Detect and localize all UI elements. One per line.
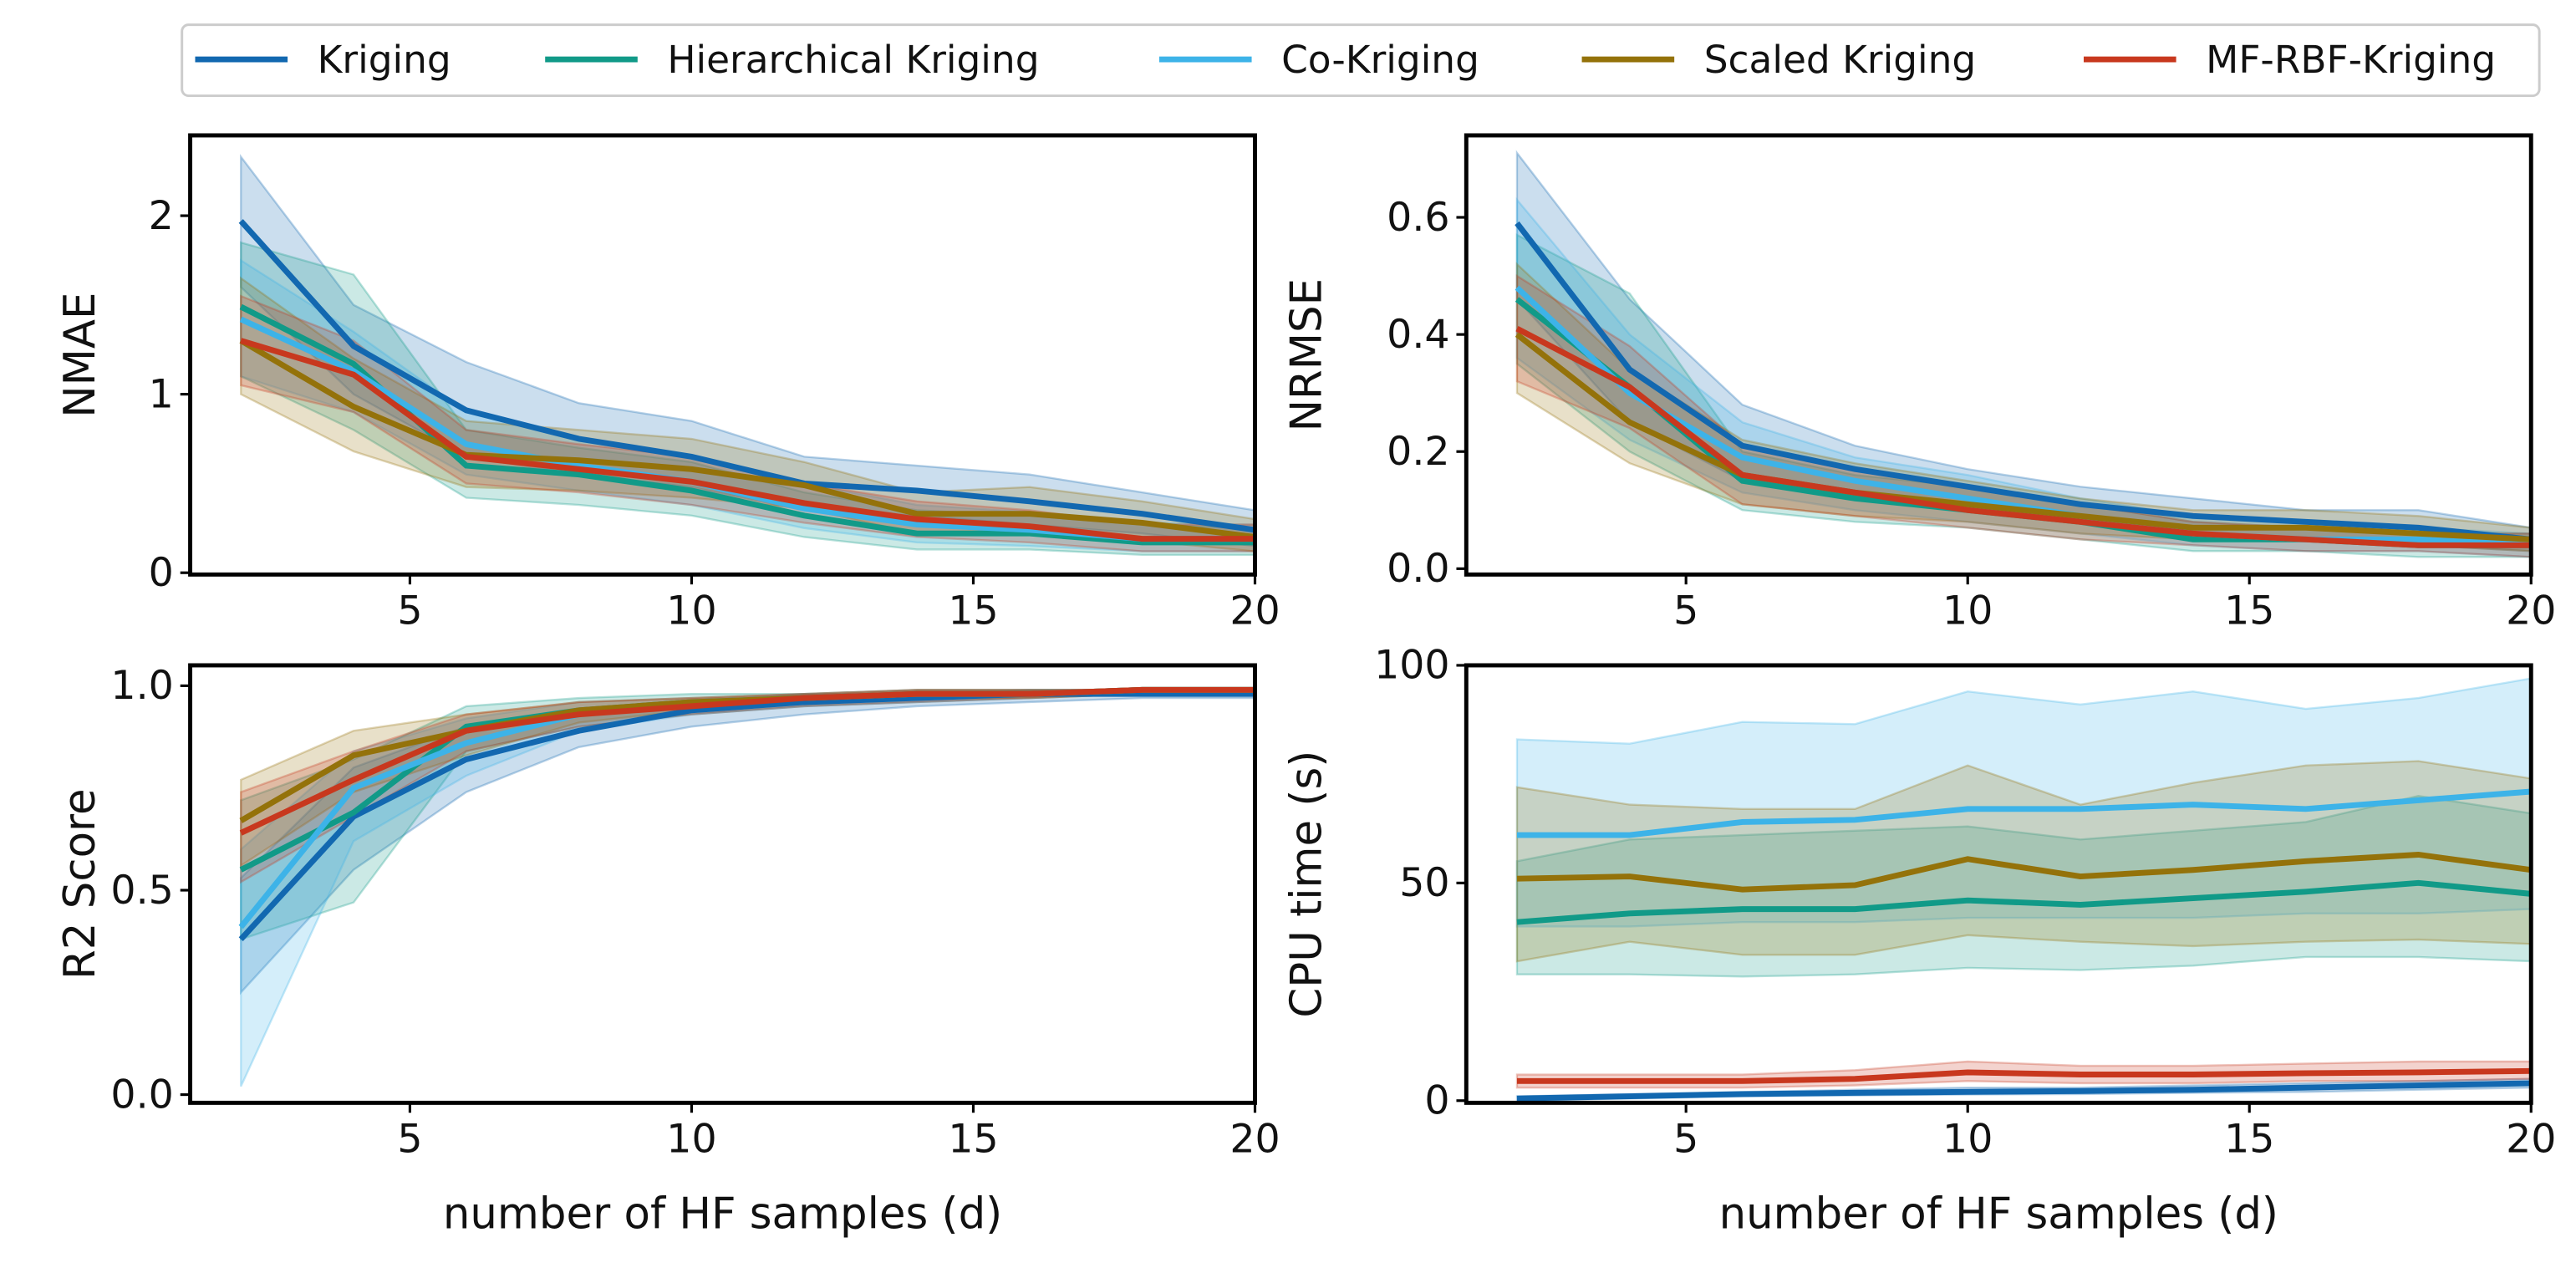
x-tick-label: 5	[397, 588, 422, 634]
error-band	[240, 276, 1255, 553]
series-line	[239, 686, 1255, 836]
legend-label: Hierarchical Kriging	[667, 38, 1039, 82]
series-line	[238, 219, 1255, 533]
plot-area	[238, 686, 1255, 1087]
series-line	[1516, 788, 2532, 838]
y-tick-label: 0.4	[1387, 312, 1449, 358]
x-tick-label: 5	[1673, 1117, 1698, 1163]
y-tick-label: 100	[1374, 643, 1449, 689]
y-tick-label: 0.0	[1387, 546, 1449, 592]
error-band	[1515, 794, 2532, 978]
series-line	[1516, 879, 2532, 925]
series-line	[1516, 1067, 2532, 1084]
x-tick-label: 20	[2506, 1117, 2556, 1163]
x-axis-label: number of HF samples (d)	[443, 1189, 1002, 1239]
y-axis-label: CPU time (s)	[1282, 751, 1332, 1018]
legend-label: Kriging	[318, 38, 451, 82]
x-axis-label: number of HF samples (d)	[1719, 1189, 2278, 1239]
x-tick-label: 5	[397, 1117, 422, 1163]
legend-label: Co-Kriging	[1281, 38, 1479, 82]
x-tick-label: 15	[948, 1117, 998, 1163]
error-band	[240, 689, 1255, 1087]
y-tick-label: 0	[149, 550, 174, 596]
y-tick-label: 50	[1399, 860, 1449, 906]
series-line	[240, 338, 1255, 542]
series-line	[239, 338, 1255, 540]
series-line	[1515, 285, 2532, 548]
y-tick-label: 0.5	[110, 868, 173, 914]
y-axis-label: NRMSE	[1282, 278, 1332, 431]
axes-frame	[188, 133, 1257, 577]
x-tick-label: 10	[1942, 588, 1993, 634]
y-axis-label: NMAE	[55, 293, 105, 418]
x-tick-label: 10	[1942, 1117, 1993, 1163]
x-tick-label: 15	[2224, 588, 2274, 634]
error-band	[1515, 196, 2532, 558]
series-line	[1516, 852, 2532, 893]
axes-frame	[1464, 133, 2533, 577]
x-tick-label: 20	[1229, 588, 1280, 634]
series-line	[1516, 1080, 2532, 1102]
x-tick-label: 10	[666, 1117, 716, 1163]
y-tick-label: 0.0	[110, 1072, 173, 1118]
y-tick-label: 1.0	[110, 663, 173, 709]
x-tick-label: 20	[1229, 1117, 1280, 1163]
x-tick-label: 20	[2506, 588, 2556, 634]
legend-box	[181, 23, 2541, 98]
series-line	[1515, 326, 2532, 548]
series-line	[1515, 332, 2532, 542]
y-tick-label: 0.2	[1387, 429, 1449, 475]
x-tick-label: 5	[1673, 588, 1698, 634]
plot-area	[238, 154, 1255, 557]
x-tick-label: 10	[666, 588, 716, 634]
x-tick-label: 15	[948, 588, 998, 634]
error-band	[240, 689, 1255, 941]
legend-label: MF-RBF-Kriging	[2206, 38, 2496, 82]
error-band	[1515, 233, 2532, 558]
y-axis-label: R2 Score	[55, 788, 105, 979]
error-band	[240, 241, 1255, 557]
y-tick-label: 1	[149, 371, 174, 417]
legend-label: Scaled Kriging	[1704, 38, 1977, 82]
axes-frame	[188, 663, 1257, 1105]
x-tick-label: 15	[2224, 1117, 2274, 1163]
y-tick-label: 2	[149, 193, 174, 239]
y-tick-label: 0	[1424, 1078, 1449, 1124]
series-line	[1515, 221, 2532, 542]
plot-area	[1515, 150, 2532, 558]
y-tick-label: 0.6	[1387, 195, 1449, 241]
plot-area	[1515, 677, 2532, 1102]
